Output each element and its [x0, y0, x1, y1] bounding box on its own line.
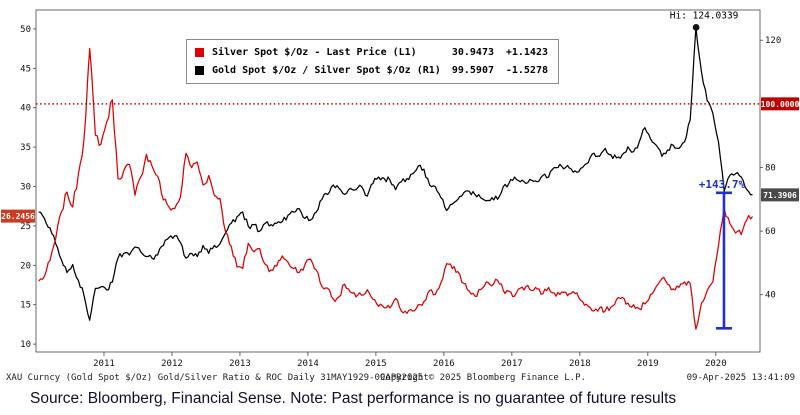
x-axis-year-label: 2018 — [569, 359, 591, 368]
legend-item-gold-silver-ratio: Gold Spot $/Oz / Silver Spot $/Oz (R1) 9… — [195, 65, 548, 76]
pct-gain-annotation-label: +143.7% — [699, 178, 746, 191]
right-axis-tick-label: 120 — [765, 36, 781, 46]
left-axis-tick-label: 45 — [20, 64, 31, 74]
legend-item-silver: Silver Spot $/Oz - Last Price (L1) 30.94… — [195, 47, 548, 58]
right-axis-tick-label: 60 — [765, 227, 776, 237]
legend-value: 99.5907 — [451, 65, 494, 76]
source-note: Source: Bloomberg, Financial Sense. Note… — [30, 390, 677, 407]
x-axis-year-label: 2016 — [433, 359, 455, 368]
left-axis-tick-label: 20 — [20, 261, 31, 271]
x-axis-year-label: 2013 — [229, 359, 251, 368]
silver-series-swatch-icon — [195, 48, 204, 57]
left-axis-tick-label: 50 — [20, 25, 31, 35]
footer-copyright: Copyright© 2025 Bloomberg Finance L.P. — [380, 373, 586, 383]
left-axis-tick-label: 40 — [20, 104, 31, 114]
right-axis-tick-label: 40 — [765, 291, 776, 301]
legend-change: -1.5278 — [505, 65, 548, 76]
legend-label: Silver Spot $/Oz - Last Price (L1) — [212, 47, 417, 58]
silver-last-price-axis-box — [1, 209, 35, 223]
footer-timestamp: 09-Apr-2025 13:41:09 — [686, 373, 795, 383]
gold-silver-ratio-line — [38, 26, 753, 321]
left-axis-tick-label: 10 — [20, 340, 31, 350]
left-axis-tick-label: 25 — [20, 222, 31, 232]
left-axis-tick-label: 15 — [20, 301, 31, 311]
footer-ticker-info: XAU Curncy (Gold Spot $/Oz) Gold/Silver … — [6, 373, 424, 383]
x-axis-year-label: 2020 — [705, 359, 727, 368]
ratio-last-axis-box — [761, 188, 799, 202]
gold-silver-ratio-chart: 10 15 20 25 30 35 40 45 50 40 60 80 120 2011 2012 2013 2… — [1, 9, 800, 368]
silver-last-price-axis-box-label: 26.2456 — [1, 212, 35, 221]
high-point-marker — [692, 23, 700, 31]
silver-price-line — [38, 47, 753, 330]
legend-change: +1.1423 — [505, 47, 548, 58]
left-axis-tick-label: 35 — [20, 143, 31, 153]
chart-legend: Silver Spot $/Oz - Last Price (L1) 30.94… — [186, 39, 559, 84]
x-axis-year-label: 2017 — [501, 359, 523, 368]
ratio-series-swatch-icon — [195, 66, 204, 75]
x-axis-year-label: 2014 — [297, 359, 319, 368]
x-axis-year-label: 2012 — [161, 359, 183, 368]
x-axis-year-label: 2015 — [365, 359, 387, 368]
ratio-100-axis-box-label: 100.0000 — [761, 100, 800, 109]
plot-border — [35, 9, 761, 353]
legend-value: 30.9473 — [451, 47, 494, 58]
high-annotation-label: Hi: 124.0339 — [670, 10, 739, 21]
legend-label: Gold Spot $/Oz / Silver Spot $/Oz (R1) — [212, 65, 441, 76]
right-axis-tick-label: 80 — [765, 163, 776, 173]
left-axis-tick-label: 30 — [20, 183, 31, 193]
bloomberg-footer: XAU Curncy (Gold Spot $/Oz) Gold/Silver … — [0, 373, 800, 385]
ratio-last-axis-box-label: 71.3906 — [763, 191, 797, 200]
x-axis-year-label: 2011 — [93, 359, 115, 368]
ratio-100-axis-box — [761, 97, 799, 111]
x-axis-year-label: 2019 — [637, 359, 659, 368]
